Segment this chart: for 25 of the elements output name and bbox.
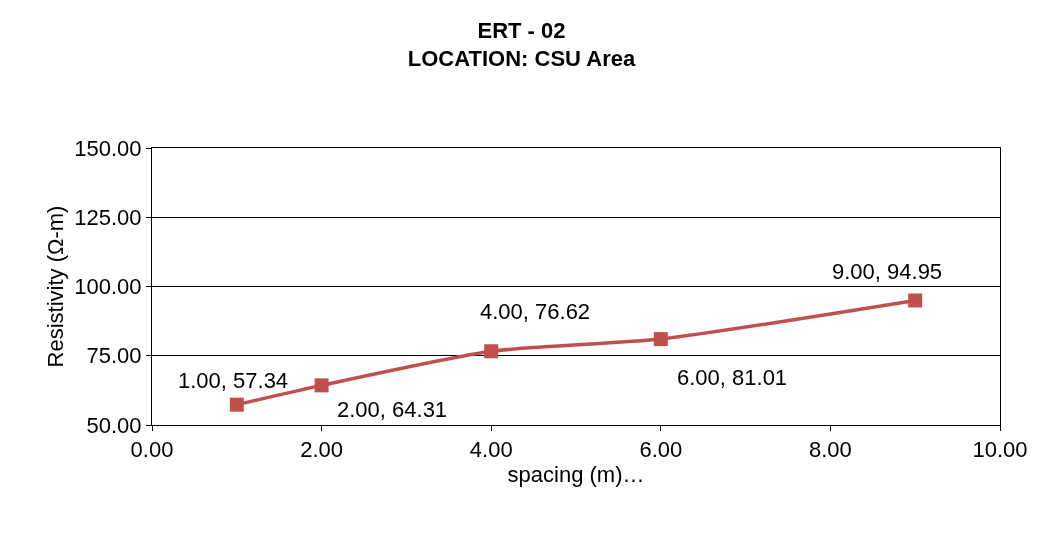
x-tick-label: 4.00 (469, 437, 513, 463)
x-tick-label: 10.00 (972, 437, 1028, 463)
x-tick-label: 0.00 (130, 437, 174, 463)
x-tick-label: 6.00 (639, 437, 683, 463)
data-label: 9.00, 94.95 (832, 259, 943, 284)
data-label: 4.00, 76.62 (480, 299, 591, 324)
y-tick-label: 125.00 (74, 204, 142, 230)
x-tick-label: 8.00 (808, 437, 852, 463)
x-axis-title: spacing (m)… (507, 462, 645, 488)
x-tick-label: 2.00 (300, 437, 344, 463)
y-tick-label: 100.00 (74, 274, 142, 300)
chart-subtitle: LOCATION: CSU Area (407, 46, 636, 72)
chart-title: ERT - 02 (477, 17, 566, 43)
point (229, 397, 244, 412)
data-label: 1.00, 57.34 (178, 368, 289, 393)
data-label: 6.00, 81.01 (677, 365, 788, 390)
y-tick-label: 50.00 (86, 412, 142, 438)
y-tick-label: 75.00 (86, 343, 142, 369)
data-label: 2.00, 64.31 (337, 397, 448, 422)
y-tick-label: 150.00 (74, 135, 142, 161)
point (908, 293, 923, 308)
y-axis-title: Resistivity (Ω-m) (43, 205, 69, 368)
point (653, 332, 668, 347)
point (484, 344, 499, 359)
point (314, 378, 329, 393)
